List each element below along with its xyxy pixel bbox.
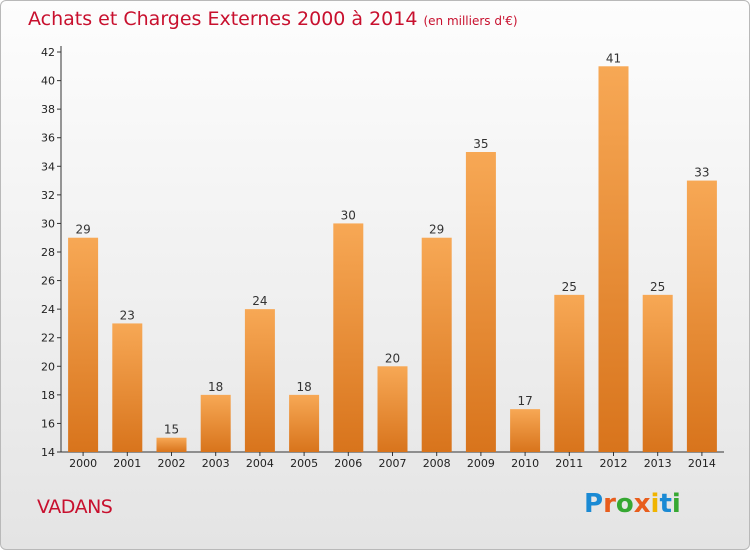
bar-2010 [510,409,541,452]
y-tick-label: 16 [41,417,55,430]
value-label: 25 [562,280,577,294]
x-tick-label: 2001 [113,457,141,470]
value-label: 41 [606,51,621,65]
y-tick-label: 32 [41,189,55,202]
x-tick-label: 2008 [423,457,451,470]
logo-letter: t [659,489,672,519]
bar-2013 [642,294,673,452]
proxiti-logo[interactable]: Proxiti [584,489,681,519]
chart-title-text: Achats et Charges Externes 2000 à 2014 [28,8,418,30]
bar-2003 [200,394,231,452]
bar-2001 [112,323,143,452]
value-label: 15 [164,423,179,437]
bar-2014 [686,180,717,453]
y-tick-label: 34 [41,160,55,173]
bar-2008 [421,237,452,452]
commune-name: VADANS [37,496,113,518]
y-tick-label: 30 [41,217,55,230]
y-tick-label: 18 [41,389,55,402]
value-label: 29 [75,223,90,237]
x-tick-label: 2009 [467,457,495,470]
x-tick-label: 2005 [290,457,318,470]
bar-2000 [68,237,99,452]
chart-unit: (en milliers d'€) [423,14,518,28]
x-tick-label: 2006 [334,457,362,470]
y-tick-label: 42 [41,46,55,59]
bar-2009 [465,152,496,452]
logo-letter: P [584,489,604,519]
bar-2006 [333,223,364,452]
bar-2011 [554,294,585,452]
x-tick-label: 2004 [246,457,274,470]
bar-2007 [377,366,408,452]
y-tick-label: 26 [41,275,55,288]
x-tick-label: 2012 [600,457,628,470]
chart-title: Achats et Charges Externes 2000 à 2014 (e… [28,8,518,30]
y-tick-label: 40 [41,75,55,88]
bar-2002 [156,437,187,452]
y-tick-label: 20 [41,360,55,373]
bar-2004 [244,309,275,452]
y-tick-label: 14 [41,446,55,459]
value-label: 24 [252,294,267,308]
x-tick-label: 2003 [202,457,230,470]
x-tick-label: 2013 [644,457,672,470]
logo-letter: i [650,489,660,519]
bar-2005 [289,394,320,452]
y-tick-label: 28 [41,246,55,259]
logo-letter: r [603,489,616,519]
x-tick-label: 2011 [555,457,583,470]
value-label: 29 [429,223,444,237]
y-tick-label: 36 [41,132,55,145]
value-label: 25 [650,280,665,294]
value-label: 23 [120,308,135,322]
value-label: 35 [473,137,488,151]
logo-letter: o [615,489,634,519]
y-tick-label: 38 [41,103,55,116]
x-tick-label: 2014 [688,457,716,470]
y-tick-label: 22 [41,332,55,345]
x-tick-label: 2010 [511,457,539,470]
x-tick-label: 2000 [69,457,97,470]
value-label: 30 [341,208,356,222]
y-tick-label: 24 [41,303,55,316]
logo-letter: i [671,489,681,519]
value-label: 17 [517,394,532,408]
bar-2012 [598,66,629,453]
value-label: 20 [385,351,400,365]
value-label: 18 [208,380,223,394]
logo-letter: x [633,489,651,519]
x-tick-label: 2007 [379,457,407,470]
value-label: 18 [296,380,311,394]
value-label: 33 [694,166,709,180]
x-tick-label: 2002 [158,457,186,470]
